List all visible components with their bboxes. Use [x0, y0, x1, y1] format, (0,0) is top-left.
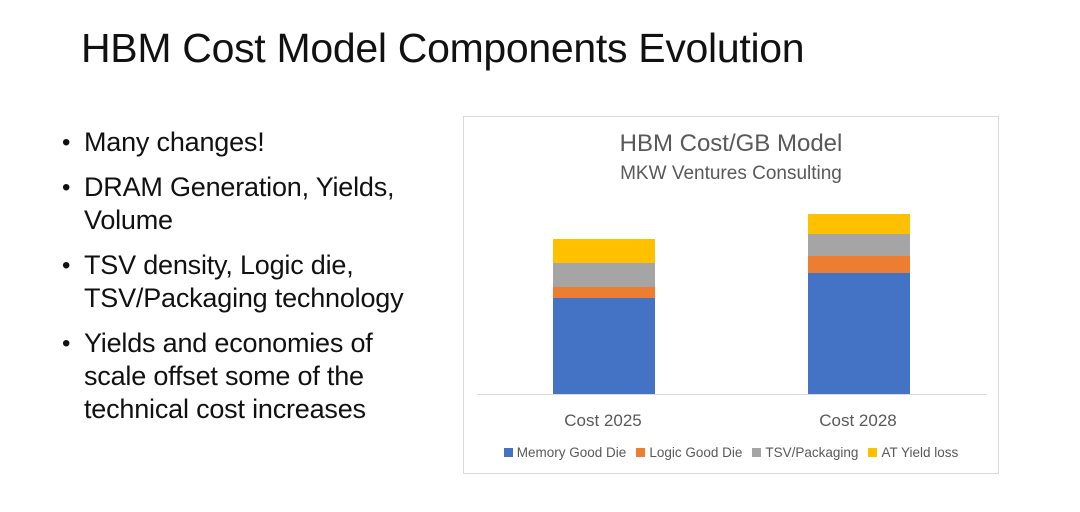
legend-swatch-icon: [503, 448, 513, 457]
legend-item: AT Yield loss: [868, 445, 958, 460]
bar-segment-logic-good-die: [808, 256, 910, 274]
bar-segment-memory-good-die: [808, 273, 910, 394]
bullet-text: Many changes!: [84, 127, 265, 157]
bar-cost-2028: [808, 214, 910, 394]
bullet-text: Yields and economies of scale offset som…: [84, 328, 373, 424]
bar-segment-memory-good-die: [553, 298, 655, 394]
chart-subtitle: MKW Ventures Consulting: [620, 163, 842, 184]
legend-label: TSV/Packaging: [765, 445, 859, 460]
legend-label: AT Yield loss: [881, 445, 959, 460]
bar-segment-tsv-packaging: [553, 263, 655, 287]
legend-swatch-icon: [868, 448, 878, 457]
bullet-item: • Many changes!: [60, 126, 440, 159]
bar-segment-at-yield-loss: [553, 238, 655, 264]
legend-item: Memory Good Die: [503, 445, 627, 460]
legend-label: Logic Good Die: [649, 445, 743, 460]
legend-swatch-icon: [752, 448, 762, 457]
bar-segment-tsv-packaging: [808, 233, 910, 257]
chart-title: HBM Cost/GB Model: [619, 130, 843, 157]
x-axis-label: Cost 2028: [819, 411, 897, 430]
slide-title: HBM Cost Model Components Evolution: [81, 25, 805, 71]
legend-item: TSV/Packaging: [752, 445, 858, 460]
bullet-item: • DRAM Generation, Yields, Volume: [60, 171, 440, 237]
x-axis-label: Cost 2025: [564, 411, 642, 430]
bar-segment-at-yield-loss: [808, 214, 910, 234]
bullet-text: DRAM Generation, Yields, Volume: [84, 172, 395, 235]
legend-swatch-icon: [636, 448, 646, 457]
bar-segment-logic-good-die: [553, 286, 655, 298]
x-axis-line: [477, 394, 987, 395]
legend-label: Memory Good Die: [516, 445, 627, 460]
stacked-bar-chart: HBM Cost/GB Model MKW Ventures Consultin…: [463, 116, 999, 474]
bullet-item: • Yields and economies of scale offset s…: [60, 327, 440, 426]
bullet-marker: •: [62, 174, 71, 201]
bar-cost-2025: [553, 238, 655, 394]
legend-item: Logic Good Die: [636, 445, 742, 460]
bullet-list: • Many changes! • DRAM Generation, Yield…: [60, 126, 440, 438]
chart-legend: Memory Good Die Logic Good Die TSV/Packagi…: [464, 445, 998, 460]
bullet-marker: •: [62, 252, 71, 279]
bullet-marker: •: [62, 330, 71, 357]
bullet-marker: •: [62, 129, 71, 156]
plot-area: [477, 157, 987, 395]
bullet-text: TSV density, Logic die, TSV/Packaging te…: [84, 250, 404, 313]
bullet-item: • TSV density, Logic die, TSV/Packaging …: [60, 249, 440, 315]
